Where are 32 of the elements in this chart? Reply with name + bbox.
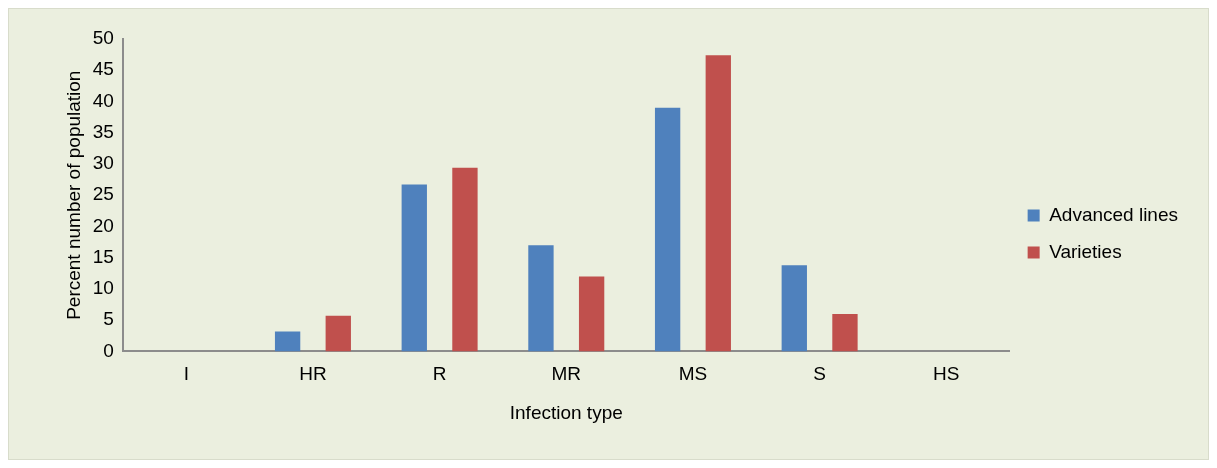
x-tick-label: HR (299, 363, 327, 385)
y-tick-label: 40 (92, 89, 114, 111)
legend-label: Advanced lines (1049, 203, 1179, 225)
bar (274, 331, 301, 352)
bar (705, 55, 731, 352)
legend-label: Varieties (1049, 240, 1122, 262)
bar (654, 107, 681, 352)
bar (781, 265, 807, 352)
y-tick-label: 30 (92, 152, 114, 174)
x-tick-label: R (432, 363, 447, 385)
x-axis-title: Infection type (509, 401, 623, 423)
y-tick-label: 10 (92, 277, 114, 299)
x-tick-label: I (183, 363, 189, 385)
y-tick-label: 50 (92, 27, 114, 49)
y-tick-label: 25 (92, 183, 114, 205)
bar (401, 184, 427, 352)
y-tick-label: 20 (92, 214, 114, 236)
x-tick-label: MR (551, 363, 582, 385)
x-tick-label: HS (933, 363, 960, 385)
y-axis-title: Percent number of population (62, 70, 84, 320)
bar (578, 276, 605, 352)
y-tick-label: 35 (92, 120, 114, 142)
bar (528, 245, 554, 352)
x-tick-label: MS (678, 363, 708, 385)
x-tick-label: S (813, 363, 826, 385)
bar (325, 315, 351, 352)
bar (452, 167, 478, 352)
y-tick-label: 5 (103, 308, 114, 330)
bar (832, 313, 858, 352)
y-tick-label: 45 (92, 58, 114, 80)
y-tick-label: 15 (92, 245, 114, 267)
y-tick-label: 0 (103, 339, 114, 361)
